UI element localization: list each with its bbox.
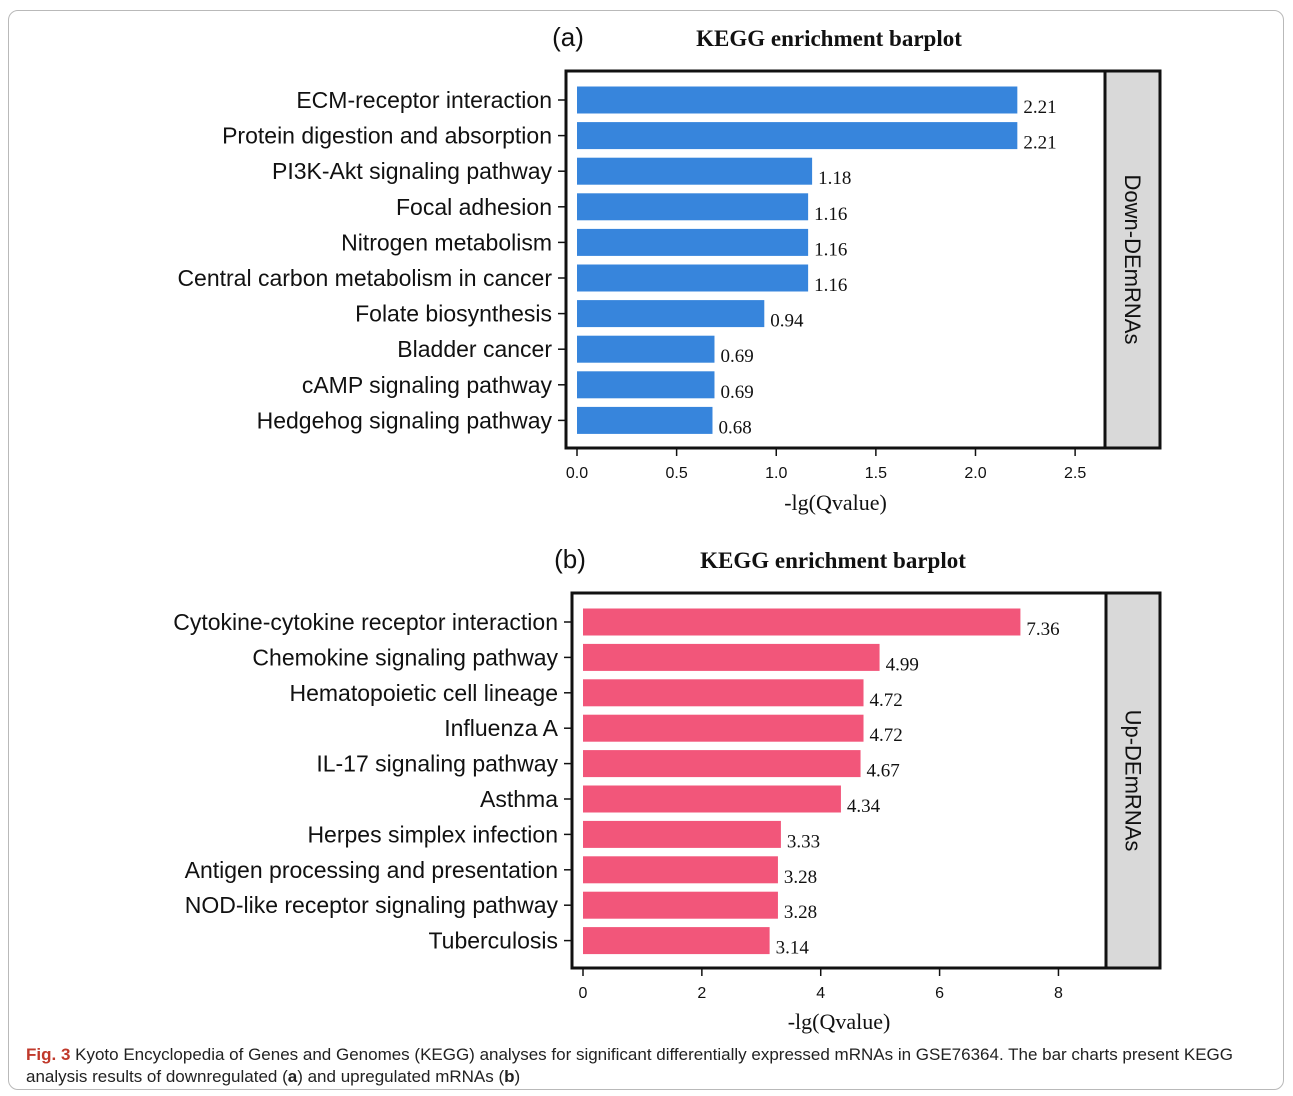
plot-border: [570, 591, 1108, 970]
category-label: Nitrogen metabolism: [341, 229, 552, 255]
figure-caption: Fig. 3 Kyoto Encyclopedia of Genes and G…: [26, 1044, 1266, 1088]
data-label: 3.28: [784, 902, 817, 923]
bar: [583, 750, 861, 778]
bar: [577, 228, 809, 256]
caption-letter-a: a: [287, 1067, 298, 1086]
x-tick-label: 0.0: [566, 465, 588, 482]
category-label: PI3K-Akt signaling pathway: [272, 158, 552, 184]
category-label: Asthma: [480, 786, 558, 812]
category-label: Central carbon metabolism in cancer: [177, 265, 552, 291]
x-tick-label: 2.0: [964, 465, 986, 482]
data-label: 1.18: [818, 168, 851, 189]
facet-label: Up-DEmRNAs: [1121, 710, 1146, 852]
bar: [577, 122, 1018, 150]
x-tick-label: 2: [697, 985, 706, 1002]
category-label: Hematopoietic cell lineage: [290, 680, 559, 706]
bar: [583, 891, 778, 919]
data-label: 2.21: [1023, 133, 1056, 154]
data-label: 0.94: [770, 311, 804, 332]
caption-text-3: ): [514, 1067, 521, 1086]
panel-label: (a): [552, 22, 584, 52]
data-label: 3.28: [784, 867, 817, 888]
data-label: 1.16: [814, 204, 847, 225]
caption-text-1: Kyoto Encyclopedia of Genes and Genomes …: [26, 1045, 1233, 1086]
caption-text-2: ) and upregulated mRNAs (: [297, 1067, 505, 1086]
x-tick-label: 2.5: [1064, 465, 1086, 482]
x-tick-label: 0: [579, 985, 588, 1002]
bar: [577, 157, 813, 185]
category-label: Chemokine signaling pathway: [252, 644, 558, 670]
x-tick-label: 1.5: [865, 465, 887, 482]
bar: [577, 371, 715, 399]
data-label: 0.68: [718, 417, 751, 438]
bar: [583, 820, 781, 848]
bar: [583, 714, 864, 742]
data-label: 4.72: [870, 690, 903, 711]
category-label: Hedgehog signaling pathway: [257, 407, 553, 433]
x-axis-title: -lg(Qvalue): [788, 1009, 891, 1034]
x-tick-label: 8: [1054, 985, 1063, 1002]
x-axis-title: -lg(Qvalue): [784, 490, 887, 515]
facet-label: Down-DEmRNAs: [1120, 175, 1145, 345]
bar: [583, 785, 841, 813]
data-label: 1.16: [814, 275, 847, 296]
data-label: 4.72: [870, 725, 903, 746]
category-label: Bladder cancer: [397, 336, 552, 362]
category-label: Focal adhesion: [396, 194, 552, 220]
data-label: 3.14: [776, 938, 810, 959]
category-label: IL-17 signaling pathway: [316, 751, 558, 777]
bar: [583, 856, 778, 884]
bar: [583, 927, 770, 955]
data-label: 4.34: [847, 796, 881, 817]
bar: [583, 679, 864, 707]
data-label: 2.21: [1023, 97, 1056, 118]
category-label: NOD-like receptor signaling pathway: [185, 892, 559, 918]
chart-panel-b: (b) KEGG enrichment barplot Up-DEmRNAs 7.36…: [173, 544, 1162, 1034]
bar: [583, 608, 1021, 636]
data-label: 0.69: [720, 382, 753, 403]
data-label: 0.69: [720, 346, 753, 367]
plot-border: [564, 69, 1107, 450]
data-label: 4.99: [886, 654, 919, 675]
data-label: 3.33: [787, 831, 820, 852]
bar: [577, 264, 809, 292]
x-tick-label: 6: [935, 985, 944, 1002]
bar: [577, 300, 765, 328]
category-label: Cytokine-cytokine receptor interaction: [173, 609, 558, 635]
x-tick-label: 4: [816, 985, 825, 1002]
data-label: 4.67: [867, 761, 900, 782]
category-label: Influenza A: [444, 715, 558, 741]
bar: [577, 335, 715, 363]
data-label: 7.36: [1026, 619, 1059, 640]
category-label: Tuberculosis: [428, 928, 558, 954]
x-tick-label: 0.5: [665, 465, 687, 482]
category-label: Herpes simplex infection: [307, 821, 558, 847]
facet-strip: [1103, 69, 1162, 450]
chart-panel-a: (a) KEGG enrichment barplot Down-DEmRNAs 2.…: [177, 22, 1162, 515]
data-label: 1.16: [814, 239, 847, 260]
bar: [577, 193, 809, 221]
figure-canvas: (a) KEGG enrichment barplot Down-DEmRNAs 2.…: [173, 22, 1162, 1034]
category-label: Antigen processing and presentation: [185, 857, 558, 883]
chart-title: KEGG enrichment barplot: [700, 548, 966, 573]
bar: [577, 406, 713, 434]
bar: [577, 86, 1018, 114]
x-tick-label: 1.0: [765, 465, 787, 482]
category-label: Folate biosynthesis: [355, 301, 552, 327]
panel-label: (b): [554, 544, 586, 574]
caption-letter-b: b: [504, 1067, 515, 1086]
bar: [583, 643, 880, 671]
category-label: ECM-receptor interaction: [296, 87, 552, 113]
category-label: Protein digestion and absorption: [222, 123, 552, 149]
chart-title: KEGG enrichment barplot: [696, 26, 962, 51]
category-label: cAMP signaling pathway: [302, 372, 553, 398]
facet-strip: [1104, 591, 1162, 970]
figure-number: Fig. 3: [26, 1045, 71, 1064]
